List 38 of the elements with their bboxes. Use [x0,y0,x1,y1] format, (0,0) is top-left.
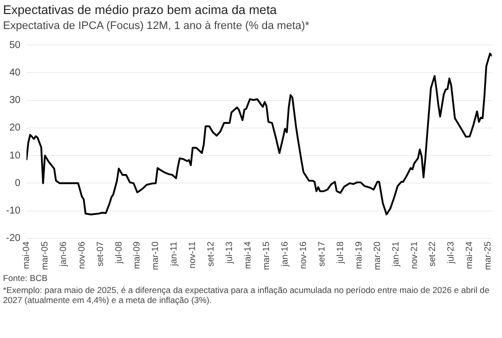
x-tick-label: mai-14 [242,241,253,270]
x-tick-label: nov-16 [298,241,308,270]
y-tick-label: 0 [14,178,21,189]
x-tick-label: jul-23 [446,241,456,265]
y-tick-label: 20 [9,122,21,134]
x-tick-label: jan-11 [168,241,179,267]
chart-subtitle: Expectativa de IPCA (Focus) 12M, 1 ano à frente (% da meta)* [2,19,310,33]
x-tick-label: mar-20 [372,241,382,270]
x-tick-label: jan-06 [58,241,68,268]
y-tick-label: 10 [9,150,21,162]
x-tick-label: mai-24 [464,241,474,270]
x-tick-label: set-07 [94,241,105,267]
x-tick-label: mar-10 [150,241,160,270]
x-tick-label: jul-18 [334,241,345,265]
x-tick-label: mar-15 [261,241,272,270]
x-tick-label: set-12 [206,241,216,267]
x-tick-label: set-17 [316,241,326,267]
x-tick-label: set-22 [427,241,438,267]
y-tick-label: 40 [9,67,21,78]
x-tick-label: mai-19 [353,241,364,270]
x-tick-label: mar-25 [482,241,493,270]
y-tick-label: -10 [6,206,21,217]
y-tick-label: -20 [6,233,21,244]
x-tick-label: mai-04 [20,241,31,270]
y-tick-label: 30 [9,95,21,106]
source-note: Fonte: BCB [3,273,48,284]
x-tick-label: mar-05 [39,241,50,270]
y-tick-label: 50 [9,40,21,51]
x-tick-label: mai-09 [132,241,142,270]
x-tick-label: jan-16 [279,241,290,268]
x-tick-label: nov-21 [408,241,419,270]
x-tick-label: nov-06 [76,241,86,270]
text: *Exemplo: para maio de 2025, é a diferença da expectativa para a inflação acumulada no período entre maio de 2026 e abril de 2027 (atualmente em 4,4%) e a meta de inflação (3%). [3,284,490,306]
x-tick-label: jan-21 [390,241,400,268]
x-tick-label: jul-08 [113,241,124,265]
x-tick-label: jul-13 [224,241,234,265]
x-tick-label: nov-11 [187,241,198,268]
chart-title: Expectativas de médio prazo bem acima da meta [2,2,278,18]
